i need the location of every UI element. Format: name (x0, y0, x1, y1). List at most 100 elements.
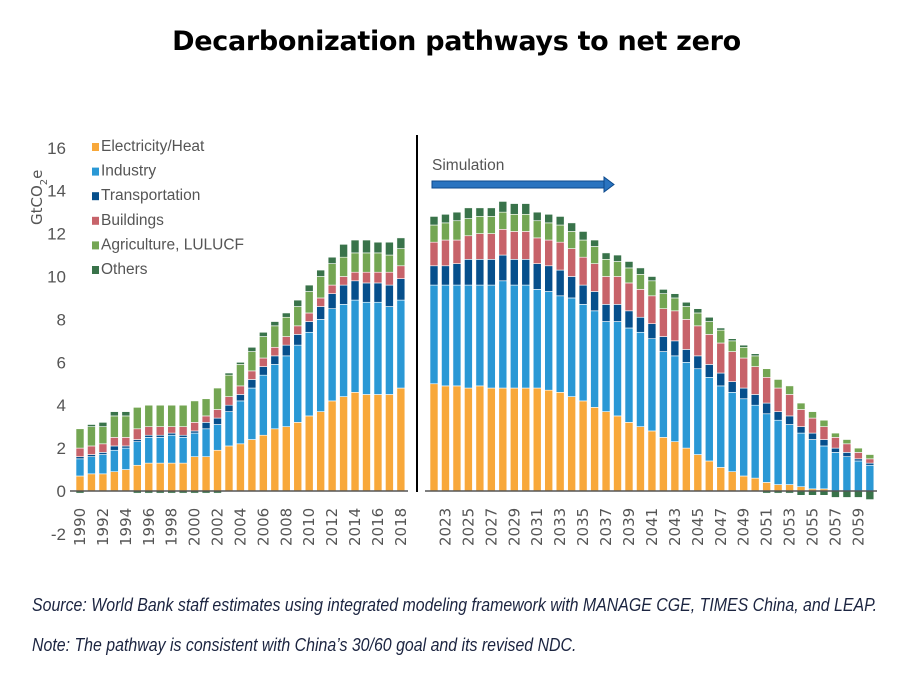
bar-segment-agriculture-lulucf (270, 325, 280, 348)
bar-segment-transportation (567, 276, 576, 299)
bar-segment-buildings (498, 229, 508, 256)
bar-segment-transportation (601, 304, 611, 322)
bar-segment-industry (716, 385, 726, 468)
bar-segment-buildings (385, 271, 394, 286)
bar-segment-transportation (739, 387, 748, 400)
legend-swatch (92, 266, 99, 274)
x-tick-label: 1994 (117, 508, 135, 546)
bar-segment-electricity-heat (429, 383, 439, 492)
bar-segment-agriculture-lulucf (762, 368, 771, 378)
bar-segment-buildings (362, 271, 371, 284)
bar-segment-electricity-heat (762, 482, 771, 492)
bar-segment-agriculture-lulucf (578, 239, 588, 258)
bar-segment-others (247, 346, 257, 352)
bar-segment-agriculture-lulucf (327, 263, 337, 286)
bar-segment-industry (578, 304, 588, 402)
bar-segment-electricity-heat (396, 387, 406, 492)
x-tick-label: 2000 (186, 508, 204, 546)
bar-segment-agriculture-lulucf (281, 316, 291, 337)
bar-segment-industry (270, 364, 280, 430)
bar-segment-agriculture-lulucf (521, 213, 531, 232)
bar-segment-industry (498, 280, 508, 389)
bar-segment-electricity-heat (544, 389, 554, 492)
bar-segment-buildings (670, 310, 680, 342)
bar-segment-buildings (429, 241, 439, 267)
bar-segment-electricity-heat (624, 422, 634, 492)
bar-segment-industry (693, 368, 703, 455)
x-tick-label: 2059 (849, 508, 867, 546)
bar-segment-transportation (190, 430, 199, 434)
bar-segment-electricity-heat (739, 475, 748, 492)
bar-segment-others (659, 289, 668, 294)
bar-segment-industry (601, 321, 611, 412)
bar-segment-others (521, 203, 531, 215)
bar-segment-industry (773, 419, 783, 485)
bar-segment-buildings (270, 346, 280, 357)
x-tick-label: 2039 (620, 508, 638, 546)
bar-segment-agriculture-lulucf (304, 291, 314, 314)
bar-segment-buildings (281, 336, 291, 346)
bar-segment-agriculture-lulucf (167, 404, 176, 427)
x-tick-label: 2045 (689, 508, 707, 546)
bar-segment-agriculture-lulucf (201, 398, 211, 417)
bar-segment-transportation (87, 454, 96, 457)
bar-segment-electricity-heat (110, 471, 119, 492)
x-tick-label: 2033 (551, 508, 569, 546)
bar-segment-agriculture-lulucf (293, 306, 303, 327)
y-tick-label: 6 (57, 353, 66, 372)
bar-segment-agriculture-lulucf (750, 355, 760, 367)
bar-segment-buildings (716, 342, 726, 374)
bar-segment-others (110, 411, 119, 417)
bar-segment-electricity-heat (727, 471, 737, 492)
bar-segment-agriculture-lulucf (75, 428, 85, 449)
stacked-bar-chart: -2 0 2 4 6 8 10 12 14 16 GtCO2e Electricity/Heat I… (28, 135, 877, 546)
x-tick-label: 2012 (323, 508, 341, 546)
bar-segment-buildings (452, 239, 462, 264)
bar-segment-electricity-heat (144, 462, 154, 492)
x-tick-label: 2010 (300, 508, 318, 546)
bar-segment-transportation (452, 263, 462, 286)
bar-segment-industry (259, 374, 268, 436)
bar-segment-agriculture-lulucf (385, 254, 394, 273)
bar-segment-others (578, 231, 588, 241)
bar-segment-transportation (396, 278, 406, 301)
bar-segment-transportation (670, 340, 680, 357)
bar-segment-others (327, 256, 337, 264)
bar-segment-buildings (304, 312, 314, 322)
bar-segment-electricity-heat (316, 411, 325, 492)
bar-segment-buildings (316, 297, 325, 307)
bar-segment-electricity-heat (441, 385, 450, 492)
bar-segment-electricity-heat (327, 400, 337, 492)
y-tick-label: 8 (57, 310, 66, 329)
x-tick-label: 2014 (346, 508, 364, 546)
bar-segment-industry (362, 301, 371, 395)
bar-segment-agriculture-lulucf (773, 379, 783, 389)
bar-segment-agriculture-lulucf (178, 404, 188, 427)
bar-segment-buildings (785, 394, 794, 417)
bar-segment-industry (327, 308, 337, 402)
bar-segment-buildings (773, 387, 783, 412)
legend-label: Others (101, 261, 148, 278)
bar-segment-industry (785, 424, 794, 485)
bar-segment-transportation (613, 304, 622, 322)
bar-segment-industry (133, 441, 142, 466)
bar-segment-agriculture-lulucf (498, 211, 508, 230)
bar-segment-agriculture-lulucf (487, 216, 496, 234)
bar-segment-electricity-heat (167, 462, 176, 492)
bar-segment-industry (441, 284, 450, 387)
bar-segment-others (555, 216, 565, 226)
bar-segment-agriculture-lulucf (739, 346, 748, 359)
bar-segment-others (647, 276, 657, 282)
bar-segment-buildings (601, 276, 611, 305)
bar-segment-transportation (213, 417, 222, 425)
bar-segment-buildings (682, 319, 691, 350)
bar-segment-transportation (659, 336, 668, 352)
bar-segment-transportation (762, 402, 771, 415)
bar-segment-buildings (201, 415, 211, 423)
bar-segment-electricity-heat (704, 460, 714, 492)
bar-segment-industry (670, 355, 680, 442)
bar-segment-transportation (385, 284, 394, 307)
bar-segment-transportation (373, 282, 383, 303)
bar-segment-electricity-heat (373, 394, 383, 492)
bar-segment-agriculture-lulucf (854, 447, 863, 453)
